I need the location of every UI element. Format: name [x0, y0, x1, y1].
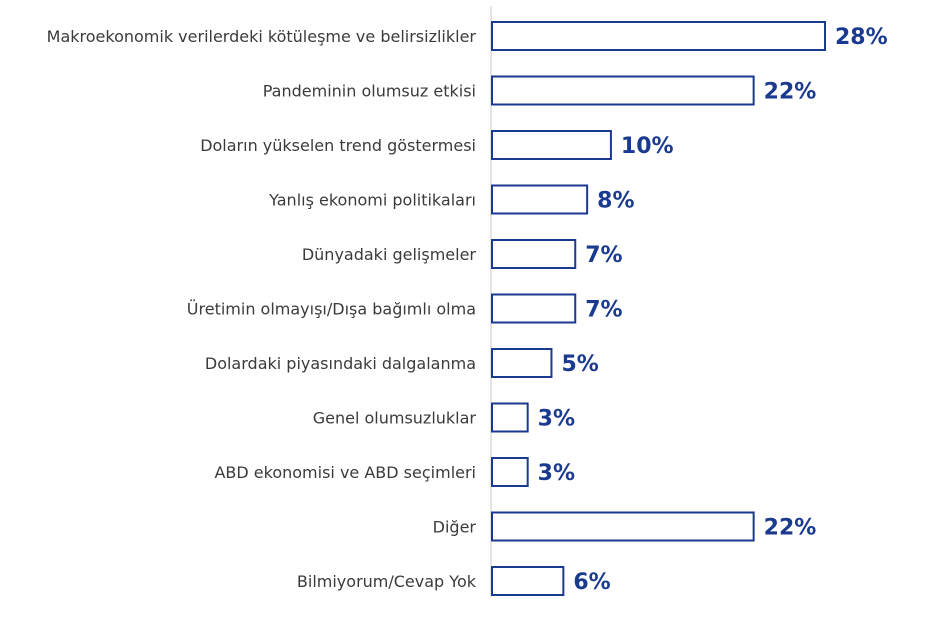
bar-6: [491, 293, 577, 324]
value-label-9: 3%: [538, 461, 575, 486]
value-label-1: 28%: [835, 25, 888, 50]
bar-4: [491, 184, 589, 215]
category-label-9: ABD ekonomisi ve ABD seçimleri: [214, 463, 476, 482]
value-label-8: 3%: [538, 407, 575, 432]
category-label-7: Dolardaki piyasındaki dalgalanma: [205, 354, 476, 373]
category-label-8: Genel olumsuzluklar: [313, 409, 477, 428]
bar-2: [491, 75, 755, 106]
value-label-3: 10%: [621, 134, 674, 159]
value-label-7: 5%: [561, 352, 598, 377]
value-label-5: 7%: [585, 243, 622, 268]
category-label-6: Üretimin olmayışı/Dışa bağımlı olma: [187, 300, 476, 319]
bar-8: [491, 402, 529, 433]
value-labels-group: 28% 22% 10% 8% 7% 7% 5% 3% 3% 22% 6%: [538, 25, 888, 595]
value-label-10: 22%: [764, 516, 817, 541]
bar-3: [491, 130, 612, 160]
bar-9: [491, 457, 529, 487]
category-label-10: Diğer: [433, 518, 477, 537]
category-label-2: Pandeminin olumsuz etkisi: [263, 82, 476, 101]
bar-5: [491, 239, 577, 269]
bar-10: [491, 511, 755, 542]
value-label-2: 22%: [764, 80, 817, 105]
bar-7: [491, 348, 553, 378]
category-label-5: Dünyadaki gelişmeler: [302, 245, 477, 264]
category-label-4: Yanlış ekonomi politikaları: [268, 191, 476, 210]
category-label-11: Bilmiyorum/Cevap Yok: [297, 572, 477, 591]
category-label-3: Doların yükselen trend göstermesi: [200, 136, 476, 155]
bar-1: [491, 21, 826, 51]
value-label-6: 7%: [585, 298, 622, 323]
bars-group: [491, 21, 826, 596]
category-label-1: Makroekonomik verilerdeki kötüleşme ve b…: [47, 27, 477, 46]
value-label-11: 6%: [573, 570, 610, 595]
category-labels-group: Makroekonomik verilerdeki kötüleşme ve b…: [47, 27, 477, 591]
bar-11: [491, 566, 565, 596]
value-label-4: 8%: [597, 189, 634, 214]
